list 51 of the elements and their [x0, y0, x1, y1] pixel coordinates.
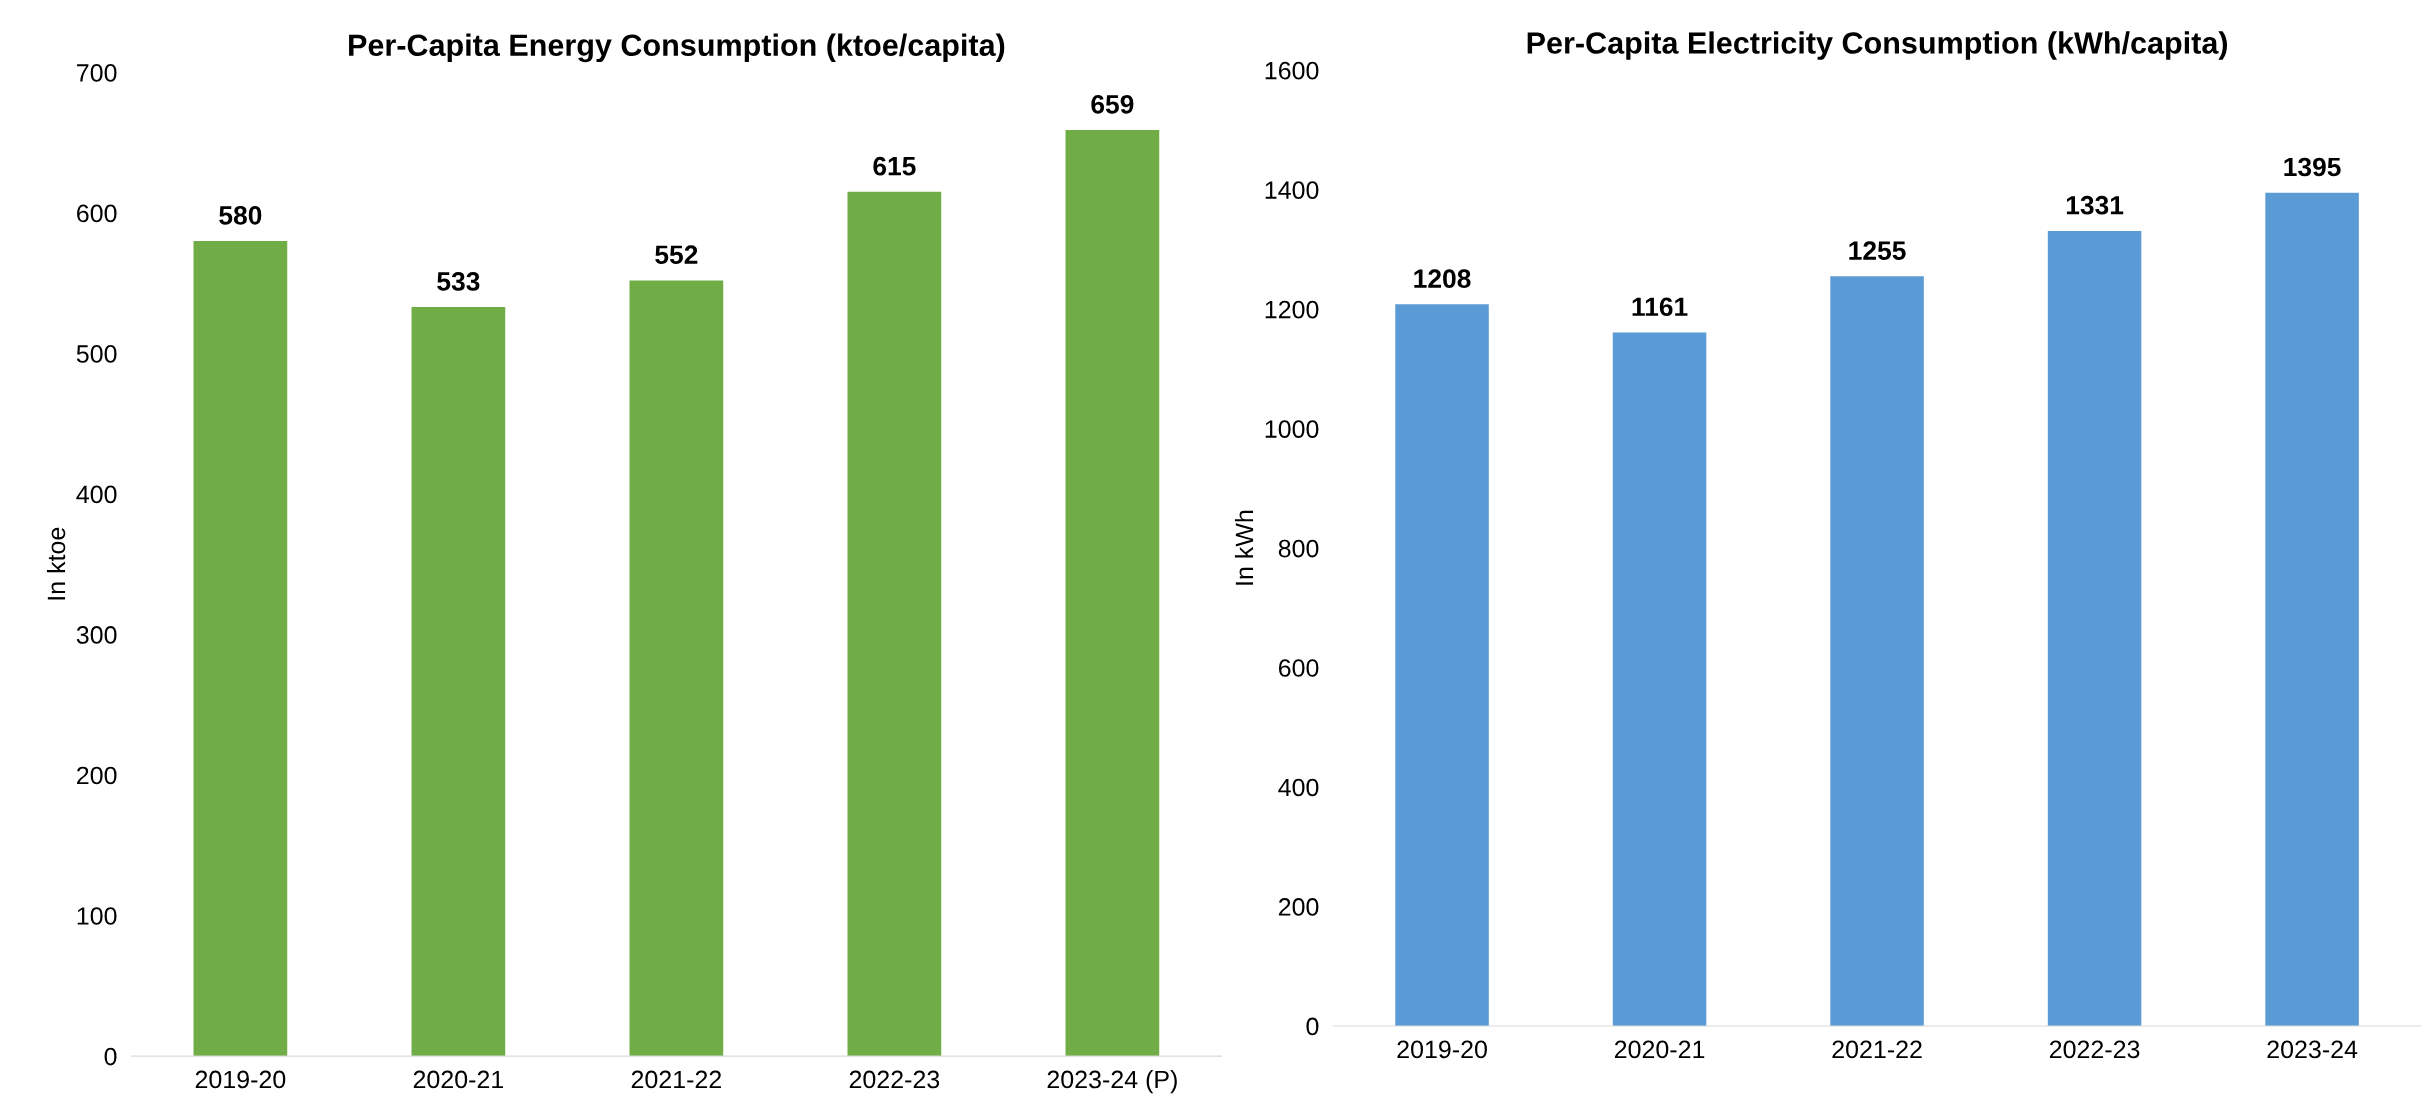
data-label: 615 — [873, 156, 916, 176]
data-label: 1331 — [2066, 195, 2124, 215]
y-tick-label: 300 — [76, 626, 117, 644]
x-tick-label: 2019-20 — [195, 1070, 286, 1089]
y-tick-label: 700 — [77, 64, 117, 82]
y-tick-label: 200 — [77, 766, 117, 785]
x-tick-label: 2021-22 — [631, 1070, 721, 1089]
y-tick-label: 1400 — [1265, 181, 1319, 199]
y-tick-label: 100 — [77, 907, 117, 925]
data-label: 552 — [655, 245, 698, 265]
y-tick-label: 200 — [1278, 898, 1319, 916]
chart-title: Per-Capita Energy Consumption (ktoe/capita) — [349, 33, 1005, 63]
x-tick-label: 2023-24 (P) — [1047, 1069, 1177, 1094]
data-label: 1208 — [1414, 269, 1471, 289]
x-tick-label: 2020-21 — [413, 1070, 504, 1089]
bar — [1395, 304, 1489, 1026]
y-tick-label: 400 — [76, 485, 117, 504]
data-label: 1255 — [1849, 241, 1906, 260]
y-tick-label: 0 — [104, 1047, 117, 1066]
bar — [1830, 276, 1924, 1026]
data-label: 1161 — [1632, 297, 1688, 317]
y-tick-label: 1600 — [1265, 61, 1319, 80]
data-label: 580 — [219, 206, 262, 225]
y-axis-title: In ktoe — [46, 527, 66, 600]
bar — [1065, 130, 1160, 1057]
y-tick-label: 1000 — [1265, 420, 1319, 438]
bar — [1612, 332, 1707, 1026]
bar — [2265, 192, 2359, 1026]
y-tick-label: 1200 — [1265, 300, 1319, 319]
y-tick-label: 0 — [1306, 1017, 1319, 1036]
data-label: 533 — [437, 272, 480, 291]
chart-title: Per-Capita Electricity Consumption (kWh/capita) — [1527, 31, 2227, 60]
x-tick-label: 2023-24 — [2267, 1040, 2358, 1059]
x-tick-label: 2019-20 — [1397, 1040, 1487, 1059]
x-tick-label: 2022-23 — [849, 1070, 940, 1089]
y-tick-label: 600 — [77, 204, 117, 223]
bar — [2047, 230, 2142, 1026]
y-axis-title: In kWh — [1234, 510, 1254, 585]
x-tick-label: 2020-21 — [1614, 1040, 1705, 1059]
bar — [629, 280, 724, 1057]
y-tick-label: 600 — [1278, 659, 1319, 677]
x-tick-label: 2021-22 — [1832, 1040, 1922, 1059]
bar — [193, 241, 288, 1057]
x-tick-label: 2022-23 — [2049, 1040, 2140, 1059]
y-tick-label: 400 — [1278, 778, 1319, 797]
bar — [847, 191, 942, 1057]
y-tick-label: 500 — [76, 345, 117, 363]
data-label: 659 — [1091, 95, 1134, 114]
bar — [411, 307, 506, 1057]
y-tick-label: 800 — [1278, 539, 1319, 558]
data-label: 1395 — [2284, 157, 2341, 177]
